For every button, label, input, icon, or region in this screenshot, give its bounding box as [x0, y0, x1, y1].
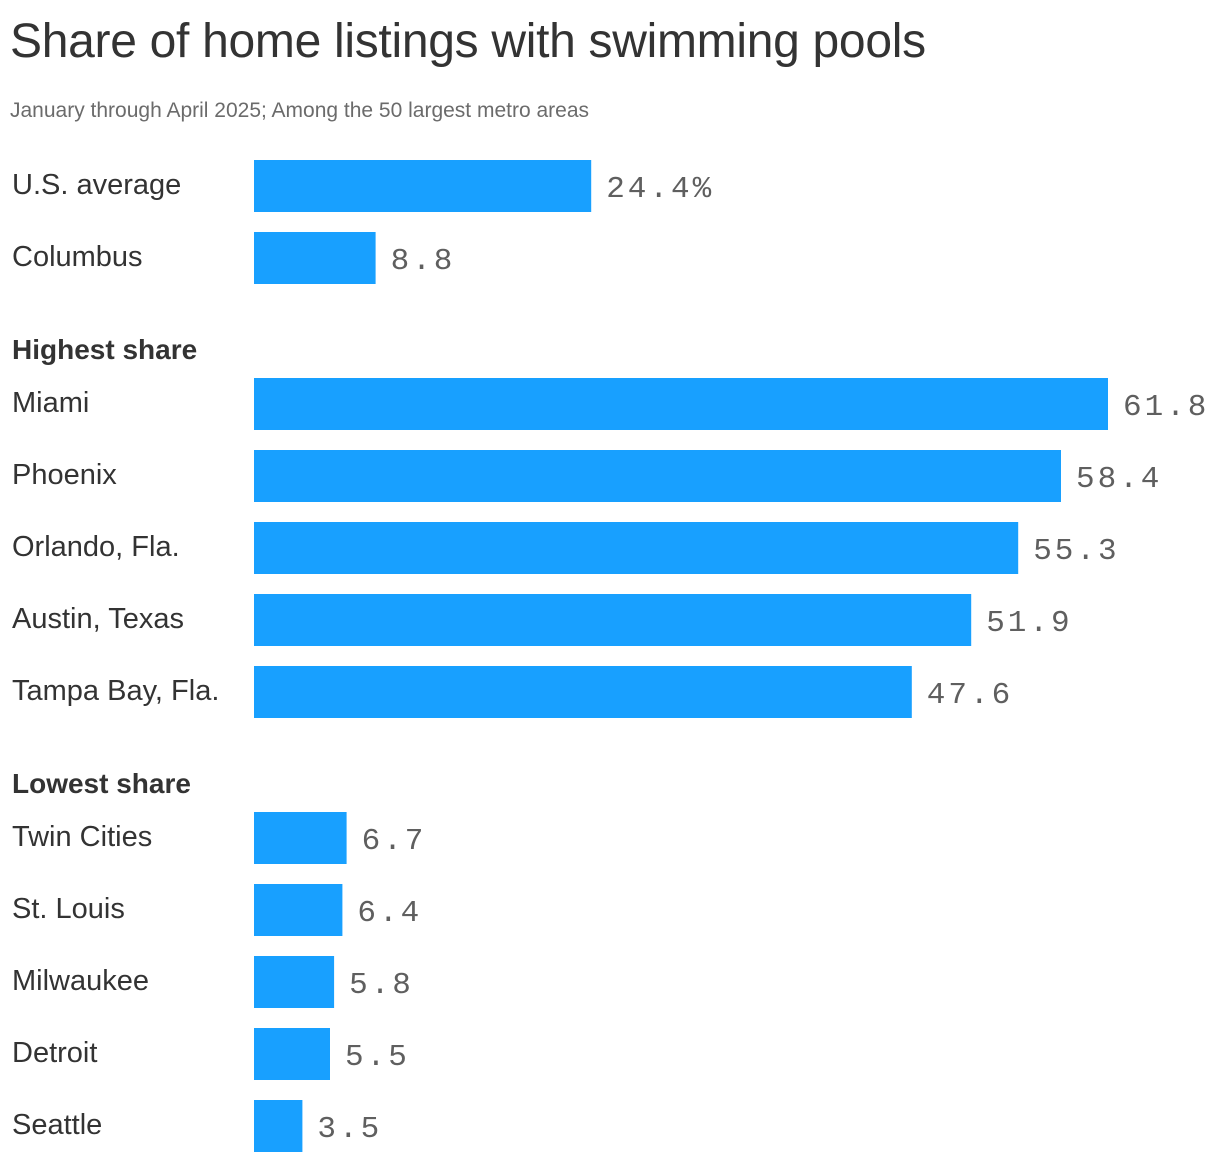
bar-orlando-fla [254, 522, 1019, 574]
group-label-highest-share: Highest share [12, 334, 197, 365]
value-label-detroit: 5.5 [345, 1040, 410, 1075]
category-label-detroit: Detroit [12, 1037, 97, 1069]
bar-columbus [254, 232, 376, 284]
value-label-seattle: 3.5 [317, 1112, 382, 1147]
chart-subtitle: January through April 2025; Among the 50… [10, 99, 590, 122]
value-label-phoenix: 58.4 [1076, 462, 1162, 497]
bar-miami [254, 378, 1108, 430]
value-label-miami: 61.8 [1123, 390, 1209, 425]
bar-u-s-average [254, 160, 592, 212]
bar-detroit [254, 1028, 330, 1080]
value-label-st-louis: 6.4 [357, 896, 422, 931]
bar-st-louis [254, 884, 343, 936]
category-label-tampa-bay-fla: Tampa Bay, Fla. [12, 675, 219, 707]
bar-milwaukee [254, 956, 335, 1008]
value-label-tampa-bay-fla: 47.6 [927, 678, 1013, 713]
category-label-columbus: Columbus [12, 241, 143, 273]
value-label-orlando-fla: 55.3 [1033, 534, 1119, 569]
category-label-phoenix: Phoenix [12, 459, 117, 491]
bar-austin-texas [254, 594, 972, 646]
value-label-u-s-average: 24.4% [606, 172, 714, 207]
chart-title: Share of home listings with swimming poo… [10, 15, 926, 68]
value-label-columbus: 8.8 [391, 244, 456, 279]
category-label-seattle: Seattle [12, 1109, 102, 1141]
category-label-milwaukee: Milwaukee [12, 965, 149, 997]
category-label-austin-texas: Austin, Texas [12, 603, 184, 635]
category-label-orlando-fla: Orlando, Fla. [12, 531, 180, 563]
category-label-st-louis: St. Louis [12, 893, 125, 925]
bar-seattle [254, 1100, 303, 1152]
value-label-austin-texas: 51.9 [986, 606, 1072, 641]
bar-phoenix [254, 450, 1061, 502]
value-label-twin-cities: 6.7 [362, 824, 427, 859]
value-label-milwaukee: 5.8 [349, 968, 414, 1003]
category-label-twin-cities: Twin Cities [12, 821, 152, 853]
category-label-u-s-average: U.S. average [12, 169, 181, 201]
group-label-lowest-share: Lowest share [12, 768, 191, 799]
bar-twin-cities [254, 812, 347, 864]
bar-tampa-bay-fla [254, 666, 912, 718]
category-label-miami: Miami [12, 387, 89, 419]
